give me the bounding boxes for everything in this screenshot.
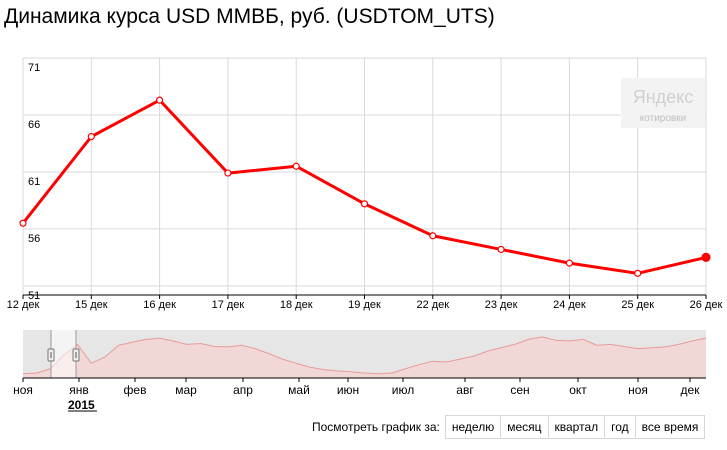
- chart-title: Динамика курса USD ММВБ, руб. (USDTOM_UT…: [4, 5, 495, 28]
- period-all-time-button[interactable]: все время: [634, 415, 706, 439]
- navigator-month-label: июл: [392, 383, 414, 397]
- navigator-month-label: сен: [510, 383, 529, 397]
- grid: [22, 57, 707, 295]
- data-point[interactable]: [701, 252, 711, 262]
- watermark-bg: [621, 78, 705, 128]
- navigator-month-label: апр: [233, 383, 253, 397]
- y-tick-label: 66: [28, 119, 40, 131]
- navigator-area: [22, 330, 707, 378]
- x-tick-label: 19 дек: [348, 299, 381, 311]
- x-tick-label: 25 дек: [621, 299, 654, 311]
- navigator-month-label: май: [288, 383, 310, 397]
- period-month-button[interactable]: месяц: [500, 415, 549, 439]
- period-selector: Посмотреть график за: неделю месяц кварт…: [312, 415, 706, 439]
- watermark-sub: котировки: [640, 113, 686, 124]
- data-point[interactable]: [19, 219, 27, 227]
- navigator-selection: [51, 330, 76, 378]
- navigator-left-handle[interactable]: [47, 348, 55, 362]
- period-week-button[interactable]: неделю: [444, 415, 502, 439]
- y-tick-label: 61: [28, 176, 40, 188]
- x-tick-label: 16 дек: [143, 299, 176, 311]
- x-tick-label: 26 дек: [690, 299, 723, 311]
- watermark-brand: Яндекс: [633, 87, 694, 107]
- y-tick-label: 71: [28, 62, 40, 74]
- y-axis-labels: 71 66 61 56 51: [28, 62, 40, 302]
- data-point[interactable]: [634, 269, 642, 277]
- yandex-watermark: Яндекс котировки: [621, 78, 705, 128]
- y-tick-label: 56: [28, 233, 40, 245]
- data-point[interactable]: [156, 96, 164, 104]
- x-tick-label: 12 дек: [7, 299, 40, 311]
- navigator-month-label: июн: [337, 383, 359, 397]
- navigator-month-label: авг: [456, 383, 474, 397]
- x-tick-label: 22 дек: [416, 299, 449, 311]
- period-year-button[interactable]: год: [604, 415, 636, 439]
- data-point[interactable]: [87, 133, 95, 141]
- data-point[interactable]: [292, 162, 300, 170]
- navigator-axis: ноя янв фев мар апр май июн июл авг сен окт ноя дек 2…: [13, 377, 706, 412]
- navigator-area-fill: [23, 336, 706, 378]
- navigator-month-label: окт: [569, 383, 587, 397]
- navigator-line: [22, 336, 707, 375]
- navigator-month-label: янв: [69, 383, 89, 397]
- main-chart: Яндекс котировки 71 66 61 56 51 12 дек 15 дек…: [7, 57, 723, 311]
- navigator-month-label: ноя: [628, 383, 648, 397]
- navigator-right-handle[interactable]: [72, 348, 80, 362]
- y-tick-label: 51: [28, 290, 40, 302]
- data-point[interactable]: [224, 169, 232, 177]
- data-point[interactable]: [497, 245, 505, 254]
- x-tick-label: 24 дек: [553, 299, 586, 311]
- x-tick-label: 17 дек: [212, 299, 245, 311]
- period-quarter-button[interactable]: квартал: [547, 415, 606, 439]
- navigator-month-label: дек: [681, 383, 701, 397]
- navigator-month-label: ноя: [13, 383, 33, 397]
- x-tick-label: 18 дек: [280, 299, 313, 311]
- x-tick-label: 15 дек: [75, 299, 108, 311]
- data-point[interactable]: [360, 200, 369, 208]
- series-line: [19, 96, 711, 277]
- navigator-month-label: мар: [175, 383, 197, 397]
- navigator-year-label: 2015: [68, 398, 95, 412]
- x-tick-label: 23 дек: [485, 299, 518, 311]
- navigator-month-label: фев: [124, 383, 147, 397]
- period-label: Посмотреть график за:: [312, 420, 440, 434]
- data-point[interactable]: [429, 232, 437, 240]
- navigator-bg: [23, 330, 706, 378]
- data-point[interactable]: [565, 259, 574, 267]
- x-axis: 12 дек 15 дек 16 дек 17 дек 18 дек 19 дек 22 д…: [7, 294, 723, 311]
